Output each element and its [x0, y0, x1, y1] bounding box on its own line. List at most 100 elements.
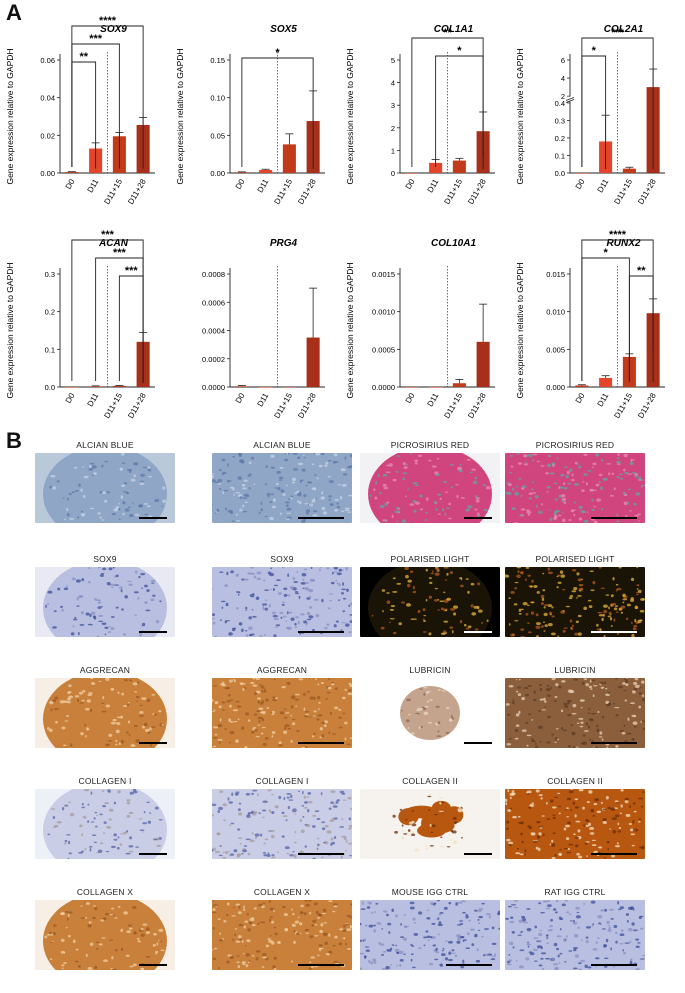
cell — [333, 461, 339, 463]
cell — [317, 916, 320, 920]
cell — [277, 486, 281, 491]
cell — [50, 808, 56, 810]
histology-label: RAT IGG CTRL — [544, 887, 606, 897]
cell — [578, 517, 583, 521]
cell — [556, 586, 559, 589]
cell — [539, 929, 543, 932]
cell — [95, 948, 99, 950]
cell — [255, 736, 260, 738]
cell — [349, 854, 352, 857]
chart-title: COL1A1 — [434, 24, 474, 35]
cell — [629, 940, 632, 944]
histology-tile: MOUSE IGG CTRL — [360, 887, 500, 971]
cell — [239, 496, 243, 500]
cell — [133, 474, 136, 478]
cell — [126, 731, 129, 734]
y-tick-label: 4 — [391, 79, 395, 88]
cell — [262, 902, 266, 904]
cell — [228, 824, 232, 826]
cell — [128, 845, 134, 848]
cell — [269, 916, 273, 918]
cell — [453, 840, 458, 845]
cell — [303, 707, 306, 711]
cell — [506, 838, 511, 842]
cell — [226, 700, 231, 703]
cell — [343, 924, 346, 928]
cell — [231, 915, 236, 917]
cell — [394, 510, 400, 514]
cell — [408, 821, 414, 825]
cell — [319, 736, 323, 739]
cell — [508, 841, 514, 845]
cell — [587, 966, 592, 969]
cell — [345, 942, 348, 946]
cell — [143, 503, 149, 505]
cell — [583, 824, 585, 827]
cell — [538, 964, 543, 967]
cell — [460, 584, 464, 588]
cell — [505, 798, 508, 802]
cell — [265, 944, 269, 948]
cell — [425, 930, 429, 933]
cell — [392, 814, 396, 818]
cell — [540, 594, 545, 599]
cell — [107, 740, 113, 742]
cell — [278, 795, 282, 800]
cell — [587, 470, 592, 472]
cell — [539, 698, 544, 701]
y-tick-label: 0 — [391, 169, 395, 178]
cell — [212, 709, 215, 711]
cell — [452, 816, 457, 820]
histology-tile: ALCIAN BLUE — [35, 440, 175, 524]
cell — [409, 906, 415, 910]
cell — [310, 567, 313, 569]
cell — [302, 454, 305, 456]
cell — [320, 792, 323, 796]
cell — [535, 613, 539, 617]
cell — [325, 952, 330, 956]
cell — [104, 626, 109, 629]
cell — [328, 495, 332, 498]
cell — [78, 691, 84, 695]
cell — [538, 825, 544, 828]
cell — [325, 825, 329, 828]
cell — [147, 820, 152, 824]
cell — [514, 737, 519, 740]
cell — [84, 723, 86, 727]
cell — [299, 818, 303, 823]
cell — [294, 813, 297, 815]
cell — [61, 807, 65, 811]
cell — [458, 577, 462, 579]
cell — [298, 595, 301, 600]
cell — [579, 725, 584, 728]
cell — [446, 706, 450, 710]
cell — [267, 852, 270, 856]
cell — [115, 722, 121, 726]
cell — [298, 501, 302, 505]
cell — [538, 939, 542, 943]
cell — [388, 463, 393, 467]
cell — [56, 820, 62, 824]
cell — [391, 908, 394, 912]
cell — [229, 704, 232, 708]
cell — [278, 476, 284, 480]
cell — [478, 922, 481, 925]
cell — [304, 586, 310, 591]
cell — [258, 903, 263, 907]
cell — [283, 796, 286, 801]
cell — [270, 466, 275, 469]
cell — [74, 616, 77, 620]
cell — [271, 793, 274, 796]
cell — [213, 737, 218, 739]
cell — [571, 624, 574, 627]
cell — [577, 614, 582, 618]
cell — [66, 584, 68, 588]
cell — [319, 567, 322, 568]
cell — [465, 578, 469, 580]
cell — [578, 968, 582, 970]
cell — [525, 461, 528, 463]
cell — [271, 730, 276, 735]
histology-image — [212, 789, 352, 859]
cell — [434, 958, 439, 961]
cell — [328, 731, 331, 734]
